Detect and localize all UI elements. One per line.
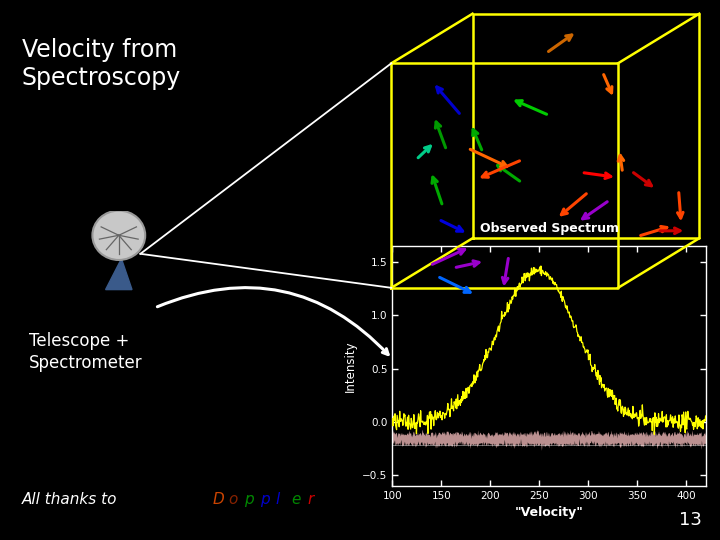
Text: Telescope +
Spectrometer: Telescope + Spectrometer (29, 332, 143, 372)
Text: D: D (212, 492, 224, 507)
Circle shape (92, 211, 145, 260)
Y-axis label: Intensity: Intensity (343, 340, 356, 392)
Text: r: r (307, 492, 314, 507)
Text: 13: 13 (679, 511, 702, 529)
Text: p: p (260, 492, 269, 507)
Text: Velocity from
Spectroscopy: Velocity from Spectroscopy (22, 38, 181, 90)
Text: l: l (276, 492, 280, 507)
Text: e: e (292, 492, 301, 507)
Text: p: p (244, 492, 253, 507)
Text: All thanks to: All thanks to (22, 492, 122, 507)
Text: o: o (228, 492, 238, 507)
Polygon shape (106, 259, 132, 289)
Text: Observed Spectrum: Observed Spectrum (480, 222, 619, 235)
X-axis label: "Velocity": "Velocity" (515, 507, 583, 519)
